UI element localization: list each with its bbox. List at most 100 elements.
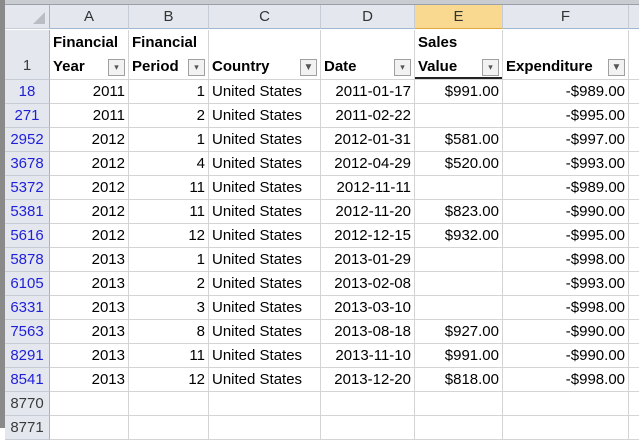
cell[interactable]	[629, 344, 639, 368]
cell-p[interactable]: 12	[129, 224, 209, 248]
cell-c[interactable]: United States	[209, 248, 321, 272]
cell-s[interactable]: $991.00	[415, 80, 503, 104]
cell-d[interactable]: 2013-12-20	[321, 368, 415, 392]
cell-s[interactable]	[415, 248, 503, 272]
cell-p[interactable]: 11	[129, 344, 209, 368]
cell-c[interactable]: United States	[209, 224, 321, 248]
row-header-1[interactable]: 1	[5, 30, 50, 80]
cell[interactable]	[629, 224, 639, 248]
filter-dropdown-icon[interactable]: ▾	[108, 59, 125, 76]
cell-e[interactable]: -$990.00	[503, 344, 629, 368]
cell-y[interactable]: 2013	[50, 368, 129, 392]
cell-p[interactable]: 12	[129, 368, 209, 392]
row-header[interactable]: 271	[5, 104, 50, 128]
cell-e[interactable]: -$998.00	[503, 368, 629, 392]
cell-e[interactable]: -$990.00	[503, 320, 629, 344]
cell[interactable]	[629, 104, 639, 128]
filter-active-icon[interactable]: ▼	[608, 59, 625, 76]
spreadsheet-grid[interactable]: A B C D E F 1 Financial Year ▾ Financial Period ▾ Co…	[5, 5, 639, 440]
row-header[interactable]: 2952	[5, 128, 50, 152]
column-header-E[interactable]: E	[415, 5, 503, 29]
cell-s[interactable]: $818.00	[415, 368, 503, 392]
header-cell[interactable]: Date ▾	[321, 30, 415, 80]
cell-c[interactable]: United States	[209, 272, 321, 296]
cell-e[interactable]: -$990.00	[503, 200, 629, 224]
cell-p[interactable]: 1	[129, 128, 209, 152]
cell-s[interactable]	[415, 104, 503, 128]
cell-e[interactable]: -$998.00	[503, 248, 629, 272]
cell-y[interactable]: 2013	[50, 272, 129, 296]
column-header-F[interactable]: F	[503, 5, 629, 29]
cell-p[interactable]: 2	[129, 104, 209, 128]
cell[interactable]	[50, 392, 129, 416]
filter-active-icon[interactable]: ▼	[300, 59, 317, 76]
cell-s[interactable]	[415, 176, 503, 200]
cell-d[interactable]: 2013-01-29	[321, 248, 415, 272]
cell-c[interactable]: United States	[209, 128, 321, 152]
cell-c[interactable]: United States	[209, 320, 321, 344]
cell[interactable]	[629, 200, 639, 224]
cell-d[interactable]: 2012-04-29	[321, 152, 415, 176]
cell-p[interactable]: 8	[129, 320, 209, 344]
row-header[interactable]: 6331	[5, 296, 50, 320]
cell[interactable]	[129, 392, 209, 416]
cell[interactable]	[629, 176, 639, 200]
cell-d[interactable]: 2013-02-08	[321, 272, 415, 296]
cell[interactable]	[129, 416, 209, 440]
cell[interactable]	[415, 416, 503, 440]
cell-d[interactable]: 2011-01-17	[321, 80, 415, 104]
row-header[interactable]: 5616	[5, 224, 50, 248]
cell-c[interactable]: United States	[209, 344, 321, 368]
row-header[interactable]: 7563	[5, 320, 50, 344]
cell[interactable]	[629, 272, 639, 296]
cell-d[interactable]: 2012-11-20	[321, 200, 415, 224]
filter-dropdown-icon[interactable]: ▾	[394, 59, 411, 76]
cell-c[interactable]: United States	[209, 368, 321, 392]
cell-e[interactable]: -$993.00	[503, 152, 629, 176]
cell-y[interactable]: 2012	[50, 152, 129, 176]
header-cell[interactable]: Country ▼	[209, 30, 321, 80]
cell-y[interactable]: 2013	[50, 344, 129, 368]
cell-d[interactable]: 2012-01-31	[321, 128, 415, 152]
cell-p[interactable]: 1	[129, 248, 209, 272]
cell-e[interactable]: -$995.00	[503, 104, 629, 128]
row-header[interactable]: 6105	[5, 272, 50, 296]
cell-e[interactable]: -$998.00	[503, 296, 629, 320]
header-cell[interactable]: Expenditure ▼	[503, 30, 629, 80]
cell-p[interactable]: 1	[129, 80, 209, 104]
column-header-C[interactable]: C	[209, 5, 321, 29]
cell-c[interactable]: United States	[209, 152, 321, 176]
cell-y[interactable]: 2011	[50, 104, 129, 128]
cell-c[interactable]: United States	[209, 200, 321, 224]
cell[interactable]	[415, 392, 503, 416]
cell[interactable]	[629, 392, 639, 416]
row-header[interactable]: 8541	[5, 368, 50, 392]
header-cell[interactable]: Financial Period ▾	[129, 30, 209, 80]
cell[interactable]	[50, 416, 129, 440]
cell-s[interactable]	[415, 272, 503, 296]
cell-y[interactable]: 2012	[50, 200, 129, 224]
column-header-next[interactable]	[629, 5, 639, 29]
cell-s[interactable]: $932.00	[415, 224, 503, 248]
row-header[interactable]: 5381	[5, 200, 50, 224]
cell[interactable]	[209, 416, 321, 440]
column-header-A[interactable]: A	[50, 5, 129, 29]
cell-c[interactable]: United States	[209, 176, 321, 200]
cell-e[interactable]: -$993.00	[503, 272, 629, 296]
row-header[interactable]: 8771	[5, 416, 50, 440]
cell-s[interactable]: $991.00	[415, 344, 503, 368]
cell[interactable]	[321, 392, 415, 416]
cell-d[interactable]: 2013-11-10	[321, 344, 415, 368]
cell-e[interactable]: -$995.00	[503, 224, 629, 248]
cell-p[interactable]: 4	[129, 152, 209, 176]
cell-d[interactable]: 2012-12-15	[321, 224, 415, 248]
cell-y[interactable]: 2012	[50, 128, 129, 152]
cell-c[interactable]: United States	[209, 296, 321, 320]
cell-e[interactable]: -$989.00	[503, 176, 629, 200]
cell-e[interactable]: -$997.00	[503, 128, 629, 152]
cell-s[interactable]	[415, 296, 503, 320]
row-header[interactable]: 5878	[5, 248, 50, 272]
header-cell[interactable]: Sales Value ▾	[415, 30, 503, 80]
filter-dropdown-icon[interactable]: ▾	[188, 59, 205, 76]
cell-p[interactable]: 2	[129, 272, 209, 296]
